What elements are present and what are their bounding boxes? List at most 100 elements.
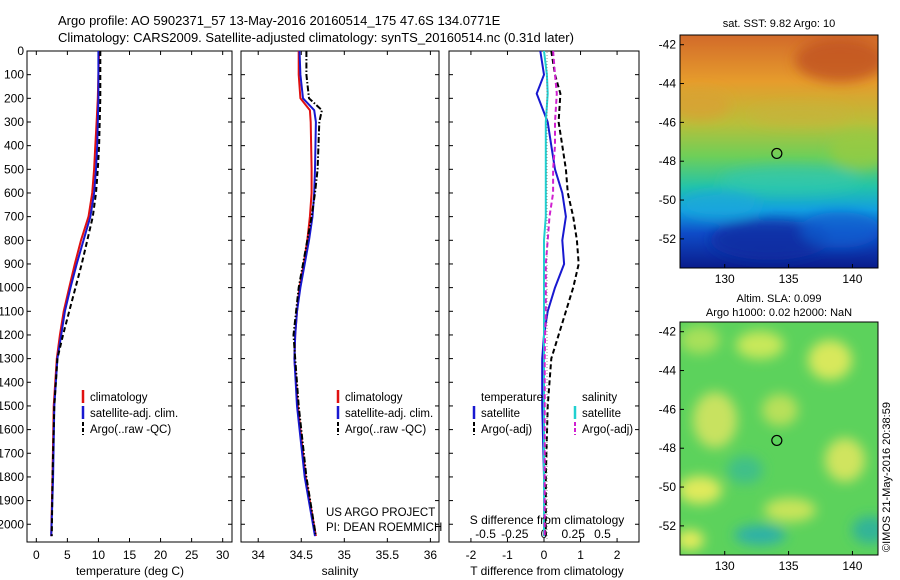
y-tick-label: -46 <box>659 402 677 416</box>
y-tick-label: -48 <box>659 441 677 455</box>
y-tick-label: 1400 <box>0 375 24 389</box>
y-tick-label: 1900 <box>0 494 24 508</box>
sla-map-frame <box>679 321 879 556</box>
legend-s-satellite-label: satellite <box>582 408 621 420</box>
pi-annotation: PI: DEAN ROEMMICH <box>326 522 442 534</box>
sst-map-field <box>680 35 878 268</box>
series-line <box>293 50 317 537</box>
x-tick-label: 135 <box>779 559 799 573</box>
legend-t-argo-label: Argo(-adj) <box>481 424 532 436</box>
y-tick-label: 1600 <box>0 423 24 437</box>
x2-tick-label: -0.25 <box>501 527 529 541</box>
argo-position-marker <box>771 147 783 160</box>
sst-map-frame <box>679 34 879 269</box>
y-tick-label: 900 <box>4 257 24 271</box>
x-tick-label: 34.5 <box>290 548 314 562</box>
x-tick-label: 35.5 <box>376 548 400 562</box>
y-tick-label: 800 <box>4 233 24 247</box>
x-tick-label: -1 <box>502 548 513 562</box>
legend-t-satellite-label: satellite <box>481 408 520 420</box>
temperature-xlabel: temperature (deg C) <box>76 564 184 578</box>
y-tick-label: 400 <box>4 139 24 153</box>
sst-map-title: sat. SST: 9.82 Argo: 10 <box>723 18 836 30</box>
series-line <box>544 50 580 537</box>
x-tick-label: 10 <box>92 548 106 562</box>
y-tick-label: 1700 <box>0 446 24 460</box>
legend-climatology-label: climatology <box>90 392 148 404</box>
series-line <box>543 50 558 537</box>
difference-plot: -2 -1 0 1 2-0.5 -0.25 0 0.25 0.5 <box>449 50 639 562</box>
y-tick-label: -46 <box>659 115 677 129</box>
y-tick-label: 1200 <box>0 328 24 342</box>
y-tick-label: 2000 <box>0 517 24 531</box>
x2-tick-label: 0.25 <box>562 527 586 541</box>
y-tick-label: -44 <box>659 364 677 378</box>
legend-s-argo-label: Argo(-adj) <box>582 424 633 436</box>
y-tick-label: 700 <box>4 210 24 224</box>
sla-map-subtitle: Argo h1000: 0.02 h2000: NaN <box>706 307 852 319</box>
temperature-legend: climatology satellite-adj. clim. Argo(..… <box>81 390 178 436</box>
x-tick-label: 0 <box>541 548 548 562</box>
y-tick-label: -52 <box>659 232 677 246</box>
series-line <box>50 51 102 537</box>
y-tick-label: 600 <box>4 186 24 200</box>
x-tick-label: 35 <box>338 548 352 562</box>
legend-climatology-label: climatology <box>345 392 403 404</box>
salinity-axes <box>240 50 440 543</box>
sla-map-title: Altim. SLA: 0.099 <box>737 293 822 305</box>
x-tick-label: 15 <box>123 548 137 562</box>
y-tick-label: -42 <box>659 38 677 52</box>
salinity-plot: 34 34.5 35 35.5 36 <box>241 50 439 562</box>
s-difference-xlabel: S difference from climatology <box>470 513 625 527</box>
sla-map-field <box>680 322 878 555</box>
x-tick-label: 36 <box>424 548 438 562</box>
project-annotation: US ARGO PROJECT <box>326 507 435 519</box>
x-tick-label: 5 <box>64 548 71 562</box>
x-tick-label: 130 <box>715 559 735 573</box>
y-tick-label: 500 <box>4 162 24 176</box>
y-tick-label: 1500 <box>0 399 24 413</box>
legend-satellite-label: satellite-adj. clim. <box>345 408 433 420</box>
y-tick-label: -48 <box>659 154 677 168</box>
climatology-title: Climatology: CARS2009. Satellite-adjuste… <box>58 30 574 45</box>
x-tick-label: 30 <box>216 548 230 562</box>
legend-salinity-heading: salinity <box>582 392 617 404</box>
t-difference-xlabel: T difference from climatology <box>470 564 624 578</box>
x-tick-label: 20 <box>154 548 168 562</box>
argo-position-marker <box>771 434 783 447</box>
x-tick-label: 140 <box>842 272 862 286</box>
legend-argo-label: Argo(..raw -QC) <box>345 424 426 436</box>
imos-credit: ©IMOS 21-May-2016 20:38:59 <box>881 402 893 552</box>
y-tick-label: 0 <box>17 44 24 58</box>
y-tick-label: -50 <box>659 193 677 207</box>
x-tick-label: 140 <box>842 559 862 573</box>
x2-tick-label: 0.5 <box>594 527 611 541</box>
profile-title: Argo profile: AO 5902371_57 13-May-2016 … <box>58 13 501 28</box>
figure-header: Argo profile: AO 5902371_57 13-May-2016 … <box>58 12 574 46</box>
temperature-plot: 0 5 10 15 20 25 300100200300400500600700800900… <box>0 44 232 562</box>
x-tick-label: 1 <box>577 548 584 562</box>
difference-legend: temperature satellite Argo(-adj) salinit… <box>472 392 633 436</box>
series-line <box>292 51 323 537</box>
y-tick-label: -52 <box>659 519 677 533</box>
temperature-axes <box>26 50 233 543</box>
salinity-legend: climatology satellite-adj. clim. Argo(..… <box>336 390 433 436</box>
x-tick-label: -2 <box>466 548 477 562</box>
y-tick-label: -42 <box>659 325 677 339</box>
series-line <box>535 50 567 537</box>
x-tick-label: 2 <box>614 548 621 562</box>
y-tick-label: -44 <box>659 77 677 91</box>
y-tick-label: 1100 <box>0 304 24 318</box>
x-tick-label: 135 <box>779 272 799 286</box>
y-tick-label: -50 <box>659 480 677 494</box>
x-tick-label: 0 <box>33 548 40 562</box>
y-tick-label: 1800 <box>0 470 24 484</box>
salinity-xlabel: salinity <box>322 564 359 578</box>
y-tick-label: 1300 <box>0 352 24 366</box>
series-line <box>50 50 101 537</box>
sla-map-axes: 130 135 140 -42 -44 -46 -48 -50 -52 <box>659 325 863 573</box>
y-tick-label: 200 <box>4 91 24 105</box>
y-tick-label: 1000 <box>0 281 24 295</box>
y-tick-label: 300 <box>4 115 24 129</box>
